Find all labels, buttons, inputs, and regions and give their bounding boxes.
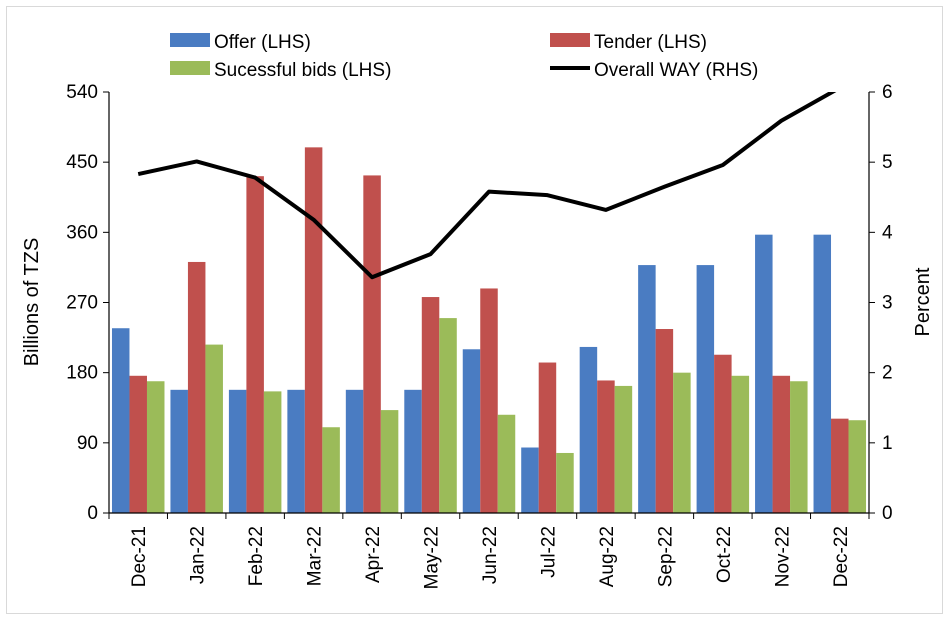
y2-tick-label: 1 [882,433,893,454]
bar-tender [304,147,323,513]
legend: Offer (LHS) Tender (LHS) Sucessful bids … [170,32,758,81]
y-tick-label: 90 [77,433,98,454]
bar-offer [755,234,773,513]
x-tick-label: Jul-22 [538,526,559,578]
bar-successful-bids [263,391,282,513]
x-tick-label: Apr-22 [363,526,384,583]
bar-offer [287,389,305,513]
bar-successful-bids [848,420,867,513]
bar-successful-bids [790,381,808,513]
bar-tender [421,297,440,513]
bar-tender [655,329,674,513]
bar-offer [813,234,832,513]
y2-tick-label: 5 [882,152,893,173]
bar-offer [228,389,247,513]
bar-tender [246,176,264,513]
bar-tender [831,418,849,513]
legend-label-overall-way: Overall WAY (RHS) [594,60,758,81]
bar-successful-bids [380,410,399,513]
x-tick-label: Mar-22 [305,526,326,586]
legend-swatch-tender [550,33,590,47]
bar-offer [521,447,539,513]
bar-tender [772,375,791,513]
bar-successful-bids [673,372,691,513]
y2-tick-label: 4 [882,222,893,243]
bar-successful-bids [614,385,633,513]
x-tick-label: Oct-22 [714,526,735,583]
x-tick-label: Aug-22 [597,526,618,587]
bar-offer [462,349,481,513]
x-tick-label: Jan-22 [188,526,209,584]
x-tick-label: Feb-22 [246,526,267,586]
bar-tender [480,288,498,513]
bar-offer [345,389,364,513]
y-tick-label: 360 [66,222,98,243]
bar-successful-bids [322,427,340,513]
bar-successful-bids [497,414,516,513]
x-tick-label: Dec-22 [831,526,852,587]
line-overall-way [137,92,837,280]
bar-tender [363,175,381,514]
legend-swatch-offer [170,33,210,47]
bar-successful-bids [731,375,750,513]
y-tick-label: 0 [87,503,98,524]
x-tick-label: Dec-21 [129,526,150,587]
y-tick-label: 180 [66,363,98,384]
legend-label-offer: Offer (LHS) [214,32,311,53]
legend-label-successful-bids: Sucessful bids (LHS) [214,60,391,81]
bar-tender [538,362,557,513]
y-axis-label: Billions of TZS [21,238,43,367]
x-tick-label: Jun-22 [480,526,501,584]
bar-successful-bids [439,318,457,513]
y2-tick-label: 6 [882,82,893,103]
y2-tick-label: 2 [882,363,893,384]
y2-tick-label: 0 [882,503,893,524]
bar-tender [187,261,206,513]
plot-area: 0 90 180 270 360 450 540 0 1 2 3 4 5 6 Dec-21 Jan-22 Feb… [66,82,893,589]
bar-successful-bids [556,452,574,513]
bar-successful-bids [205,344,223,513]
bar-offer [696,265,715,513]
y2-tick-label: 3 [882,293,893,314]
chart-frame [6,6,943,614]
bar-tender [597,380,615,513]
x-tick-label: Nov-22 [772,526,793,587]
bar-offer [579,346,598,513]
legend-swatch-successful-bids [170,61,210,75]
bar-tender [714,354,732,513]
y-tick-label: 450 [66,152,98,173]
y-tick-label: 540 [66,82,98,103]
bar-successful-bids [146,381,165,513]
bar-offer [638,265,656,513]
bar-tender [129,375,147,513]
y-tick-label: 270 [66,293,98,314]
bar-offer [111,328,130,513]
legend-label-tender: Tender (LHS) [594,32,707,53]
bar-offer [170,389,188,513]
bar-offer [404,389,422,513]
y2-axis-label: Percent [912,267,934,336]
x-tick-label: May-22 [422,526,443,589]
x-tick-label: Sep-22 [655,526,676,587]
